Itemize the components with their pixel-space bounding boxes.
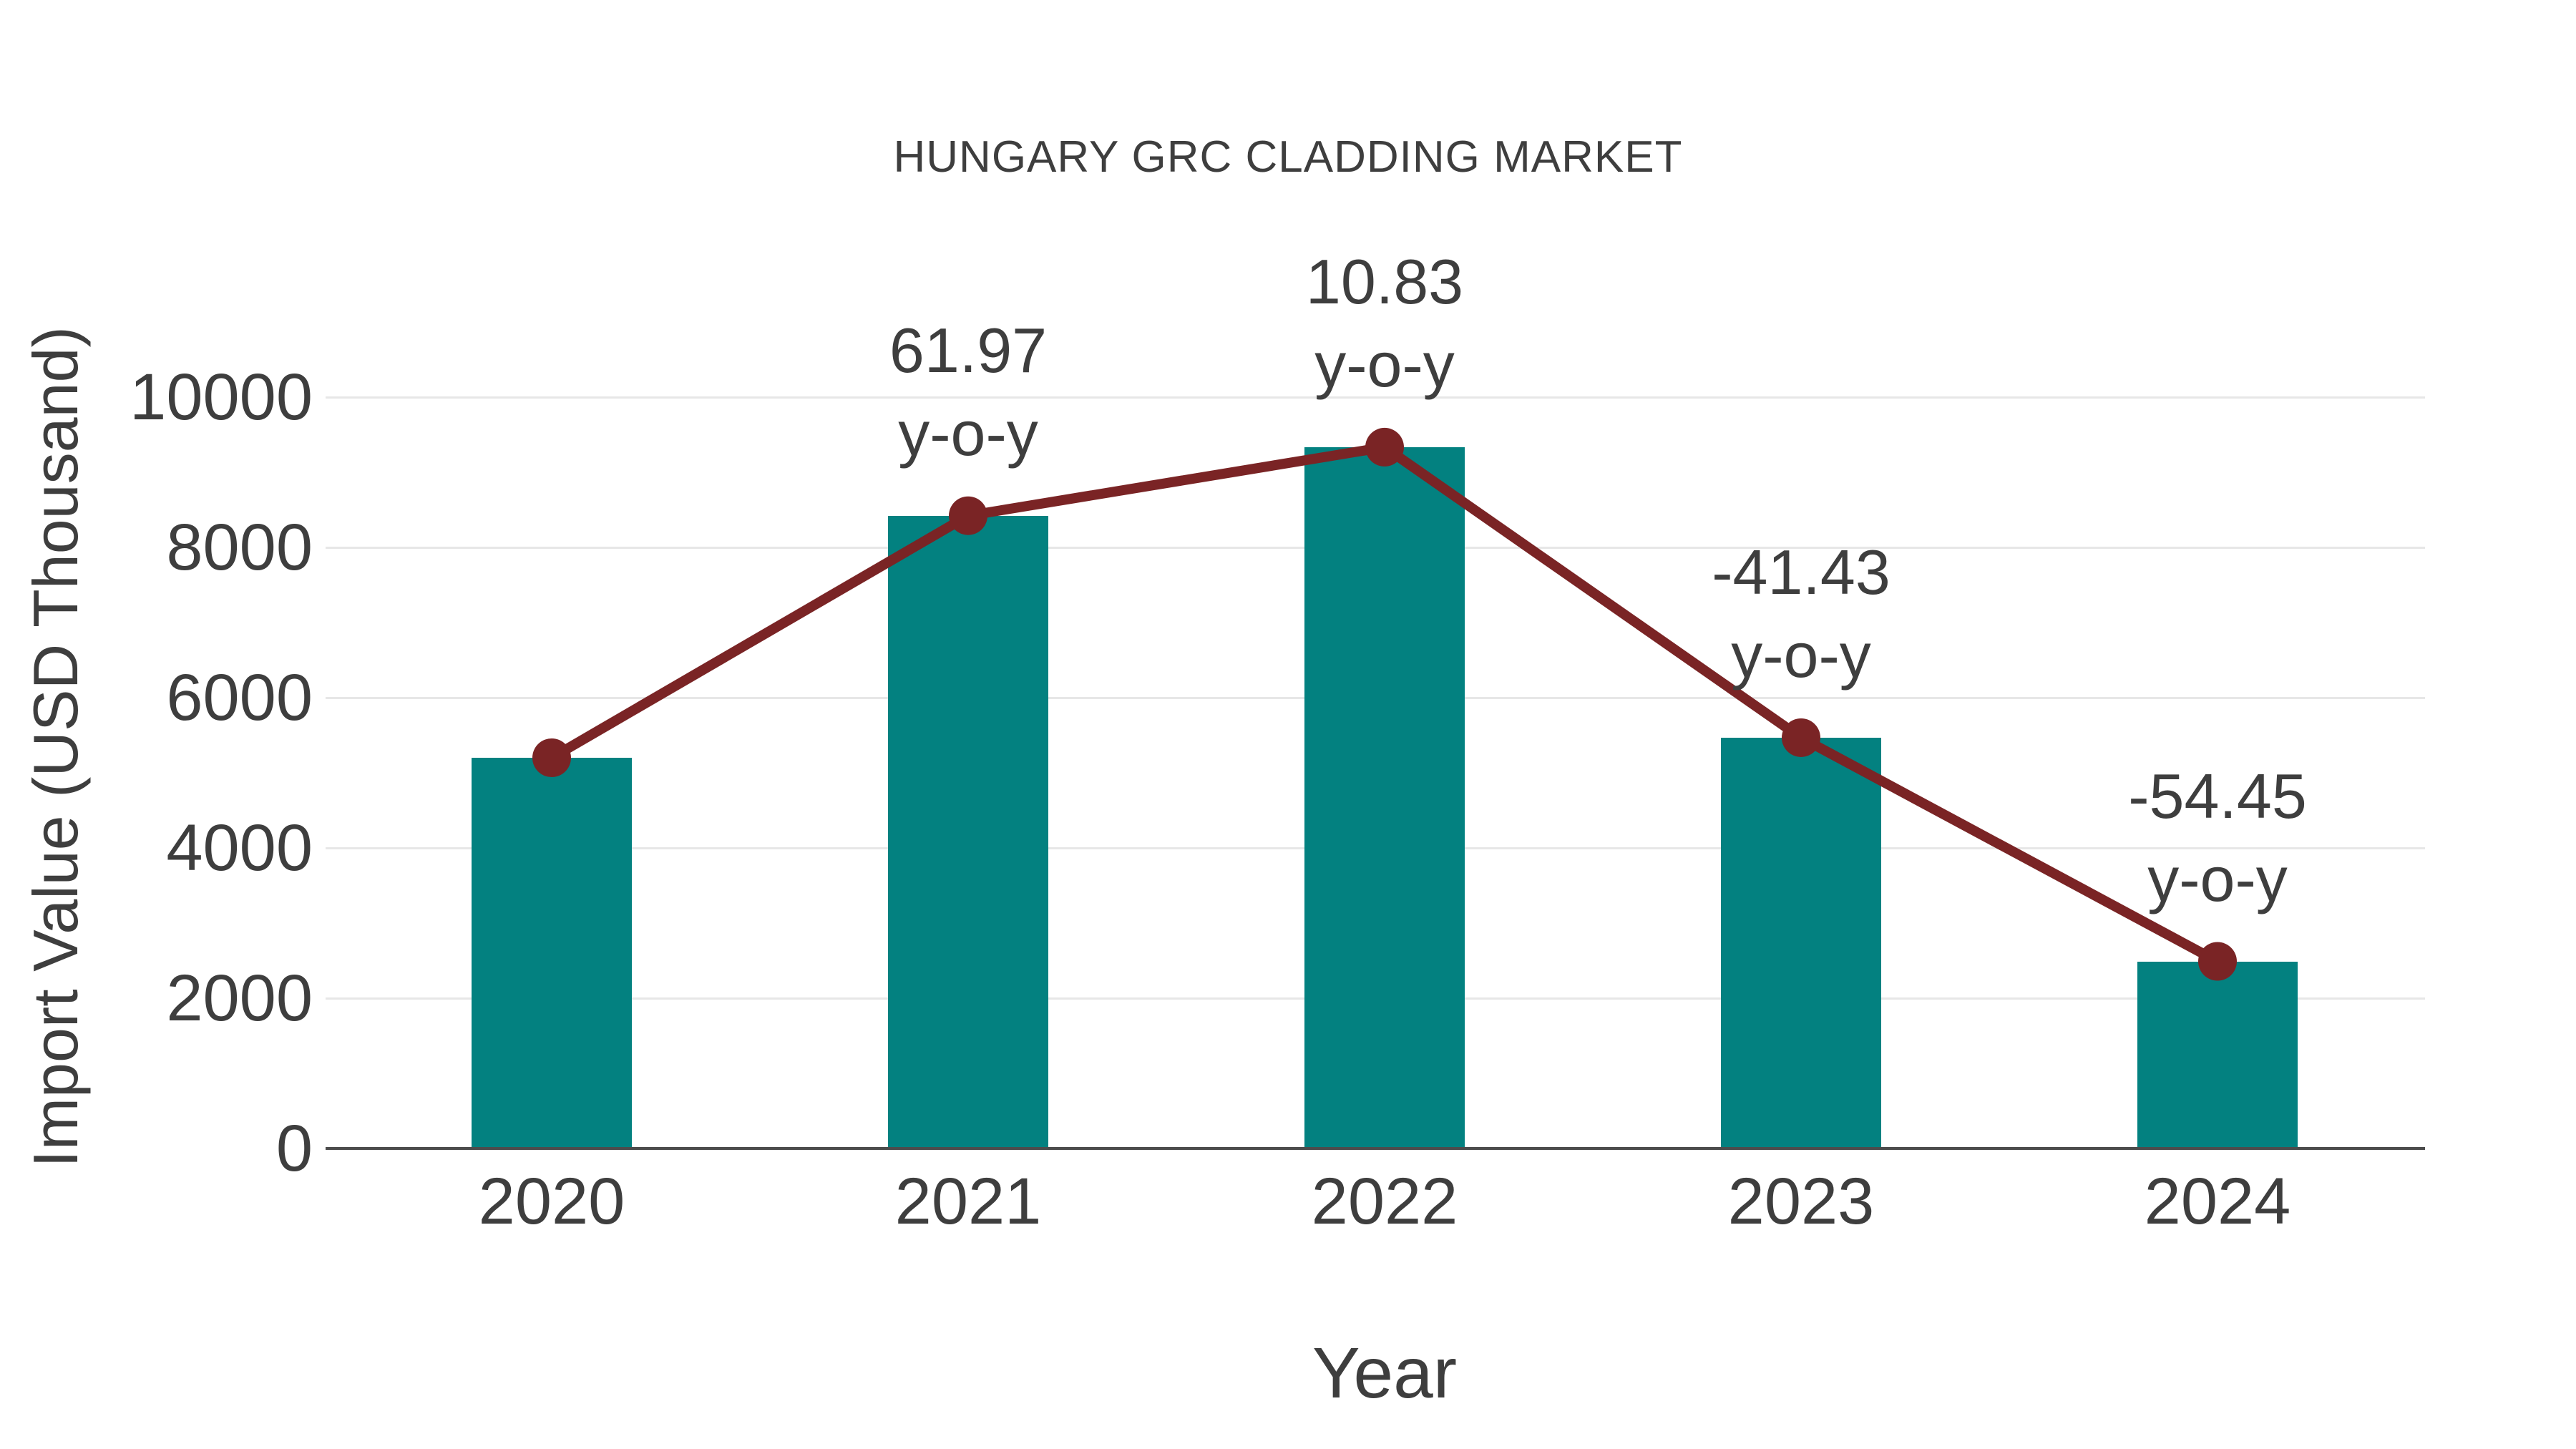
grid-line — [326, 396, 2425, 399]
yoy-annotation-2024: -54.45 y-o-y — [1967, 755, 2468, 921]
yoy-annotation-line: -41.43 — [1712, 536, 1890, 608]
data-point-marker-2023 — [1782, 718, 1820, 757]
yoy-annotation-line: 10.83 — [1305, 245, 1464, 317]
yoy-annotation-2022: 10.83 y-o-y — [1134, 240, 1635, 406]
chart-title: HUNGARY GRC CLADDING MARKET — [893, 132, 1683, 182]
yoy-annotation-line: y-o-y — [2147, 843, 2288, 914]
bar-2023 — [1721, 737, 1881, 1148]
yoy-annotation-2021: 61.97 y-o-y — [718, 309, 1219, 475]
bar-2020 — [472, 758, 632, 1148]
yoy-annotation-line: 61.97 — [889, 314, 1048, 386]
y-tick-label: 4000 — [166, 811, 313, 884]
bar-2024 — [2137, 961, 2298, 1148]
x-axis-title: Year — [1312, 1333, 1458, 1413]
data-point-marker-2021 — [949, 496, 987, 535]
yoy-annotation-line: -54.45 — [2128, 760, 2307, 831]
x-tick-label-2020: 2020 — [478, 1165, 625, 1238]
data-point-marker-2024 — [2198, 942, 2237, 981]
yoy-annotation-line: y-o-y — [1731, 619, 1871, 691]
bar-2021 — [888, 515, 1048, 1148]
x-tick-label-2023: 2023 — [1727, 1165, 1875, 1238]
x-tick-label-2024: 2024 — [2144, 1165, 2291, 1238]
y-tick-label: 0 — [275, 1112, 313, 1185]
yoy-annotation-line: y-o-y — [898, 397, 1038, 469]
x-tick-label-2022: 2022 — [1311, 1165, 1458, 1238]
x-tick-label-2021: 2021 — [894, 1165, 1042, 1238]
yoy-annotation-2023: -41.43 y-o-y — [1551, 531, 2051, 697]
data-point-marker-2022 — [1365, 427, 1404, 467]
x-axis-line — [326, 1147, 2425, 1150]
data-point-marker-2020 — [532, 738, 571, 777]
y-tick-label: 10000 — [130, 361, 313, 434]
bar-2022 — [1304, 447, 1465, 1148]
y-tick-label: 6000 — [166, 661, 313, 734]
yoy-annotation-line: y-o-y — [1314, 328, 1455, 400]
y-tick-label: 2000 — [166, 962, 313, 1035]
y-tick-label: 8000 — [166, 511, 313, 584]
